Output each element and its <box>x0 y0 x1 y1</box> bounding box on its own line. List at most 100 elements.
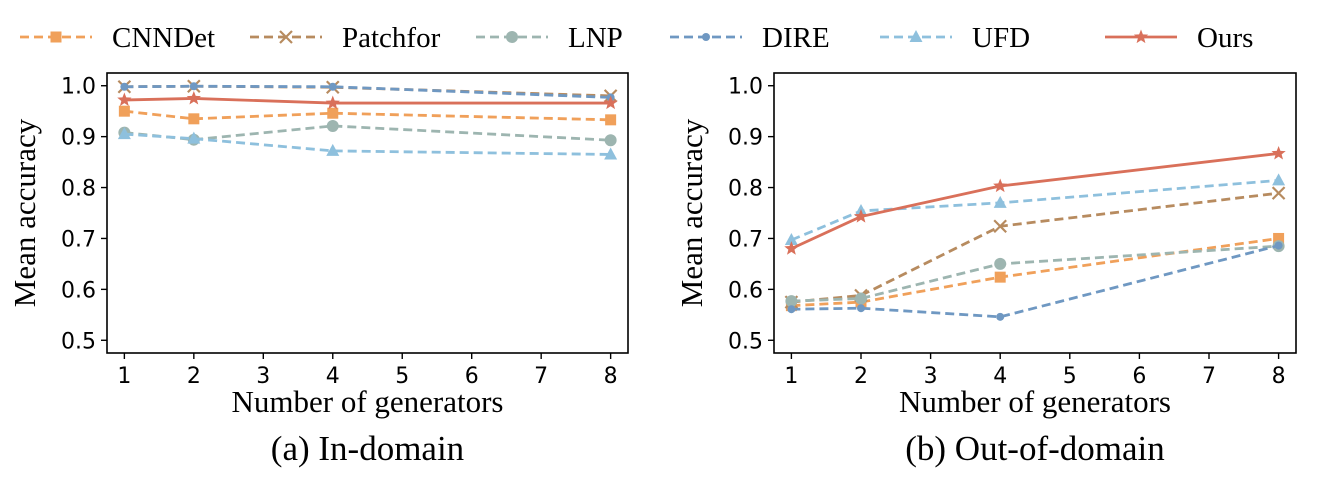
series-group <box>784 145 1286 321</box>
x-tick-label: 8 <box>1272 364 1286 389</box>
marker-ufd <box>1272 173 1286 186</box>
marker-cnndet <box>118 105 130 117</box>
panel-caption: (b) Out-of-domain <box>905 429 1165 468</box>
marker-ufd <box>326 143 340 156</box>
legend: CNNDet Patchfor LNP DIRE UFD Ours <box>20 22 1253 54</box>
series-line-ours <box>790 152 1279 250</box>
marker-cnndet <box>188 113 200 125</box>
marker-ours <box>603 95 618 110</box>
y-tick-label: 0.8 <box>61 177 96 202</box>
y-tick-label: 0.9 <box>728 126 763 151</box>
legend-item-cnndet: CNNDet <box>20 22 215 54</box>
series-line-cnndet <box>791 237 1279 308</box>
legend-label: LNP <box>568 22 623 54</box>
marker-dire <box>702 33 710 41</box>
y-tick-label: 1.0 <box>728 75 763 100</box>
plot-frame <box>106 72 629 354</box>
legend-label: CNNDet <box>112 22 215 54</box>
legend-label: Patchfor <box>342 22 441 54</box>
marker-cnndet <box>994 271 1006 283</box>
marker-dire <box>189 82 198 91</box>
series-line-ufd <box>124 132 611 156</box>
y-tick-label: 0.5 <box>61 329 96 354</box>
series-line-dire <box>791 244 1279 319</box>
y-axis-label: Mean accuracy <box>7 118 42 307</box>
marker-ufd <box>117 127 131 140</box>
marker-ours <box>186 90 201 105</box>
marker-dire <box>1274 241 1283 250</box>
x-tick-label: 8 <box>604 364 618 389</box>
marker-ours <box>325 95 340 110</box>
y-axis-label: Mean accuracy <box>674 118 709 307</box>
x-tick-label: 5 <box>395 364 409 389</box>
y-tick-label: 1.0 <box>61 75 96 100</box>
marker-ours <box>117 92 132 107</box>
marker-lnp <box>785 295 798 308</box>
x-tick-label: 3 <box>924 364 938 389</box>
marker-lnp <box>994 257 1007 270</box>
x-tick-label: 3 <box>256 364 270 389</box>
legend-item-ufd: UFD <box>880 22 1030 54</box>
legend-item-ours: Ours <box>1105 22 1253 54</box>
x-tick-label: 2 <box>187 364 201 389</box>
plot-frame <box>773 72 1297 354</box>
legend-label: UFD <box>972 22 1030 54</box>
series-line-lnp <box>791 244 1279 303</box>
marker-patchfor <box>993 219 1007 234</box>
y-tick-label: 0.6 <box>728 278 763 303</box>
panel-in-domain: 1 2 3 4 5 6 7 8 0.5 0.6 0.7 0.8 0.9 1.0 Number of gene… <box>7 72 629 468</box>
x-tick-label: 1 <box>117 364 131 389</box>
legend-label: DIRE <box>762 22 830 54</box>
x-tick-label: 6 <box>465 364 479 389</box>
y-tick-label: 0.5 <box>728 329 763 354</box>
marker-ufd <box>187 131 201 144</box>
marker-lnp <box>855 292 867 305</box>
y-tick-label: 0.9 <box>61 126 96 151</box>
series-group <box>117 79 618 160</box>
marker-cnndet <box>50 31 62 43</box>
x-tick-label: 5 <box>1063 364 1077 389</box>
x-tick-label: 1 <box>784 364 798 389</box>
legend-label: Ours <box>1197 22 1253 54</box>
marker-ufd <box>784 232 798 245</box>
marker-ufd <box>993 195 1007 208</box>
marker-ours <box>993 178 1008 193</box>
marker-patchfor <box>279 30 293 44</box>
panel-caption: (a) In-domain <box>271 429 464 468</box>
marker-ours <box>784 241 799 255</box>
series-line-ufd <box>790 179 1279 242</box>
series-line-cnndet <box>124 109 611 122</box>
legend-item-patchfor: Patchfor <box>250 22 441 54</box>
y-tick-label: 0.8 <box>728 177 763 202</box>
marker-dire <box>328 82 337 91</box>
x-tick-label: 7 <box>1202 364 1216 389</box>
y-tick-label: 0.7 <box>728 227 763 252</box>
marker-ours <box>853 209 869 223</box>
marker-dire <box>787 305 796 314</box>
panel-out-of-domain: 1 2 3 4 5 6 7 8 0.5 0.6 0.7 0.8 0.9 1.0 Number of gene… <box>674 72 1297 468</box>
x-tick-label: 7 <box>534 364 548 389</box>
x-tick-label: 4 <box>993 364 1007 389</box>
marker-cnndet <box>1273 232 1285 244</box>
x-tick-label: 2 <box>854 364 868 389</box>
x-axis-label: Number of generators <box>899 384 1171 419</box>
marker-dire <box>120 82 129 91</box>
x-tick-label: 6 <box>1132 364 1146 389</box>
series-line-dire <box>124 84 611 99</box>
marker-lnp <box>506 31 518 43</box>
x-axis-label: Number of generators <box>231 384 503 419</box>
marker-dire <box>996 312 1005 321</box>
x-tick-label: 4 <box>326 364 340 389</box>
marker-patchfor <box>1271 186 1286 200</box>
marker-lnp <box>326 119 339 132</box>
marker-cnndet <box>605 114 617 126</box>
y-tick-label: 0.6 <box>61 278 96 303</box>
legend-item-lnp: LNP <box>476 22 623 54</box>
marker-ours <box>1271 145 1286 160</box>
y-tick-label: 0.7 <box>61 227 96 252</box>
marker-cnndet <box>327 107 339 119</box>
marker-dire <box>857 304 865 313</box>
legend-item-dire: DIRE <box>670 22 830 54</box>
marker-ours <box>1133 29 1149 44</box>
